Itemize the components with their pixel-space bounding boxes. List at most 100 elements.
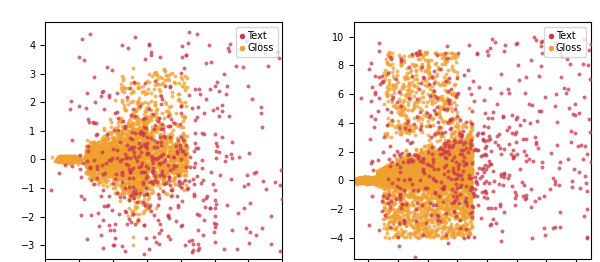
Point [449, 228, 458, 233]
Point [458, 159, 467, 163]
Point [171, 149, 181, 153]
Point [98, 164, 107, 168]
Point [106, 158, 115, 162]
Point [150, 172, 160, 177]
Point [381, 178, 391, 182]
Point [484, 116, 493, 120]
Point [387, 177, 397, 181]
Point [93, 158, 103, 162]
Point [449, 161, 459, 165]
Point [127, 210, 137, 215]
Point [580, 214, 589, 218]
Point [417, 195, 427, 200]
Point [433, 158, 442, 162]
Point [124, 147, 133, 151]
Point [370, 179, 379, 184]
Point [367, 178, 376, 182]
Point [88, 182, 97, 186]
Point [137, 130, 147, 134]
Point [65, 155, 75, 159]
Point [420, 232, 430, 236]
Point [352, 179, 361, 184]
Point [434, 205, 443, 209]
Point [464, 169, 474, 173]
Point [419, 168, 428, 173]
Point [434, 165, 444, 169]
Point [443, 178, 452, 183]
Point [433, 160, 443, 165]
Point [414, 212, 424, 216]
Point [67, 154, 76, 158]
Point [446, 167, 456, 171]
Point [361, 178, 370, 183]
Point [135, 158, 145, 162]
Point [369, 178, 379, 183]
Point [379, 177, 389, 181]
Point [428, 178, 438, 182]
Point [370, 177, 380, 182]
Point [65, 158, 74, 162]
Point [146, 144, 156, 149]
Point [400, 166, 410, 170]
Point [393, 110, 403, 114]
Point [141, 141, 151, 145]
Point [464, 177, 473, 181]
Point [125, 177, 135, 181]
Point [419, 174, 428, 178]
Point [405, 175, 415, 179]
Point [62, 159, 71, 163]
Point [99, 163, 109, 168]
Point [131, 173, 140, 177]
Point [425, 159, 434, 163]
Point [510, 196, 520, 200]
Point [386, 176, 396, 181]
Point [251, 170, 261, 174]
Point [72, 159, 82, 163]
Point [364, 178, 374, 182]
Point [388, 66, 398, 70]
Point [453, 124, 463, 128]
Point [439, 173, 448, 178]
Point [359, 179, 369, 183]
Point [361, 178, 371, 182]
Point [456, 133, 466, 138]
Point [66, 159, 76, 163]
Point [377, 80, 386, 84]
Point [64, 158, 74, 162]
Point [96, 145, 106, 150]
Point [449, 234, 459, 239]
Point [374, 96, 384, 100]
Point [440, 165, 450, 170]
Point [370, 178, 379, 182]
Point [137, 134, 147, 139]
Point [472, 51, 482, 55]
Point [86, 156, 95, 160]
Point [454, 174, 463, 178]
Point [406, 168, 416, 172]
Point [410, 168, 420, 172]
Point [91, 164, 101, 168]
Point [125, 184, 135, 189]
Point [363, 179, 373, 184]
Point [112, 139, 122, 144]
Point [430, 178, 440, 182]
Point [448, 163, 457, 168]
Point [83, 159, 92, 163]
Point [361, 177, 371, 181]
Point [135, 153, 145, 157]
Point [364, 179, 374, 183]
Point [408, 170, 418, 174]
Point [376, 178, 385, 182]
Point [173, 173, 182, 177]
Point [150, 151, 160, 155]
Point [110, 141, 119, 145]
Point [120, 137, 130, 141]
Point [512, 152, 522, 156]
Point [386, 179, 395, 183]
Point [400, 175, 409, 179]
Point [168, 120, 178, 124]
Point [379, 194, 388, 198]
Point [115, 148, 124, 152]
Point [395, 170, 405, 174]
Point [376, 176, 386, 180]
